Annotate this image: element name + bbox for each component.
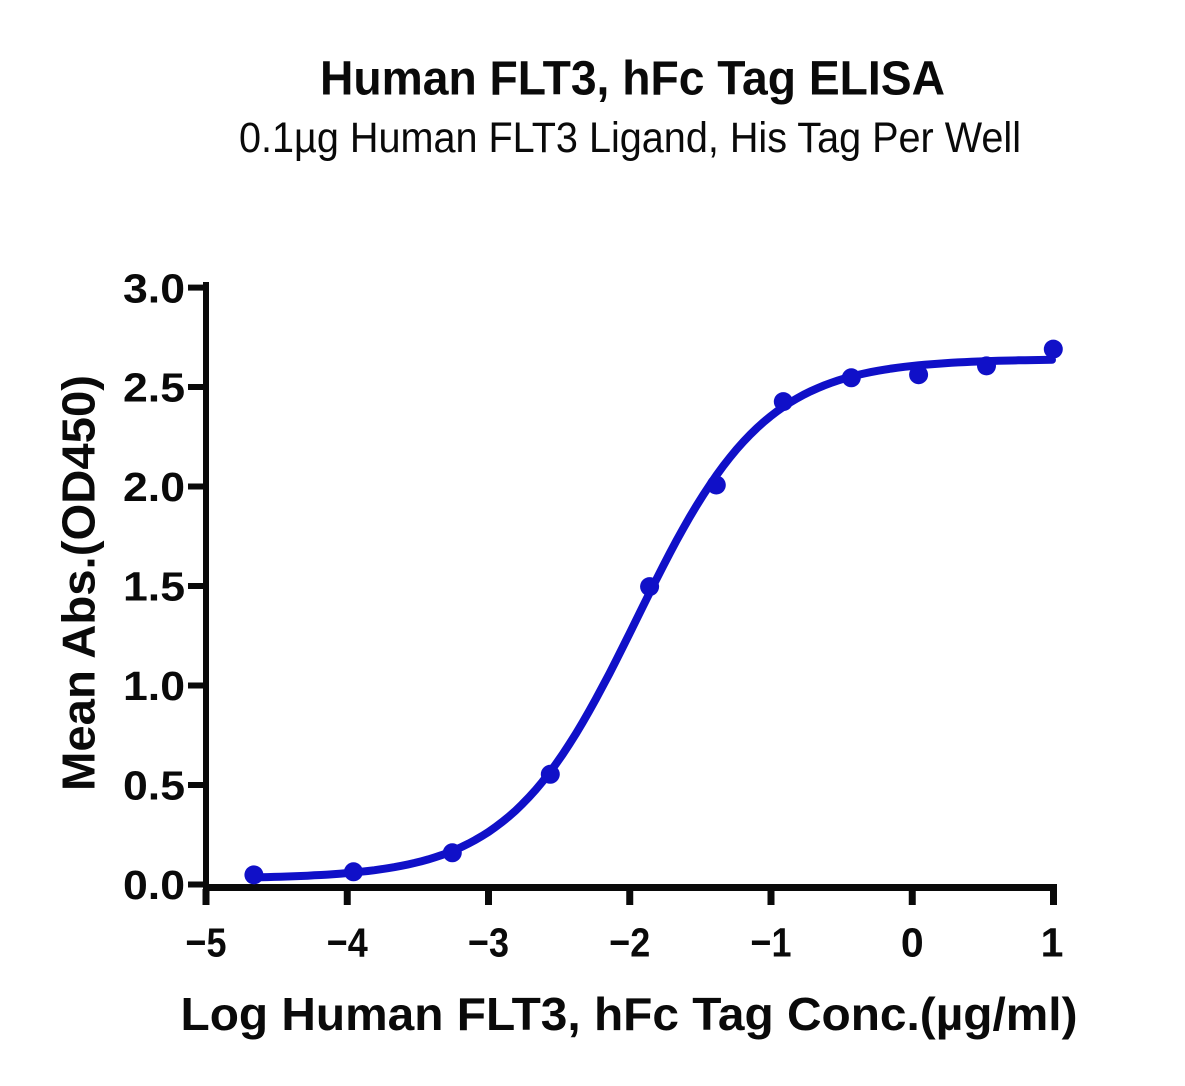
- svg-text:1: 1: [1041, 920, 1064, 966]
- svg-text:−4: −4: [327, 920, 368, 966]
- svg-text:0.1µg Human FLT3 Ligand, His T: 0.1µg Human FLT3 Ligand, His Tag Per Wel…: [239, 114, 1021, 162]
- svg-text:2.0: 2.0: [123, 464, 185, 510]
- svg-text:Log Human FLT3, hFc Tag Conc.(: Log Human FLT3, hFc Tag Conc.(µg/ml): [181, 988, 1078, 1040]
- svg-text:0: 0: [901, 920, 924, 966]
- svg-text:1.0: 1.0: [123, 663, 185, 709]
- svg-text:Human FLT3, hFc Tag ELISA: Human FLT3, hFc Tag ELISA: [320, 53, 945, 106]
- svg-text:−2: −2: [609, 920, 650, 966]
- svg-text:−3: −3: [468, 920, 509, 966]
- svg-text:3.0: 3.0: [123, 265, 185, 311]
- svg-text:0.0: 0.0: [123, 862, 185, 908]
- svg-text:0.5: 0.5: [123, 763, 185, 809]
- svg-text:−1: −1: [751, 920, 792, 966]
- svg-text:2.5: 2.5: [123, 365, 185, 411]
- svg-text:−5: −5: [186, 920, 227, 966]
- svg-text:1.5: 1.5: [123, 564, 185, 610]
- svg-text:Mean Abs.(OD450): Mean Abs.(OD450): [53, 375, 105, 791]
